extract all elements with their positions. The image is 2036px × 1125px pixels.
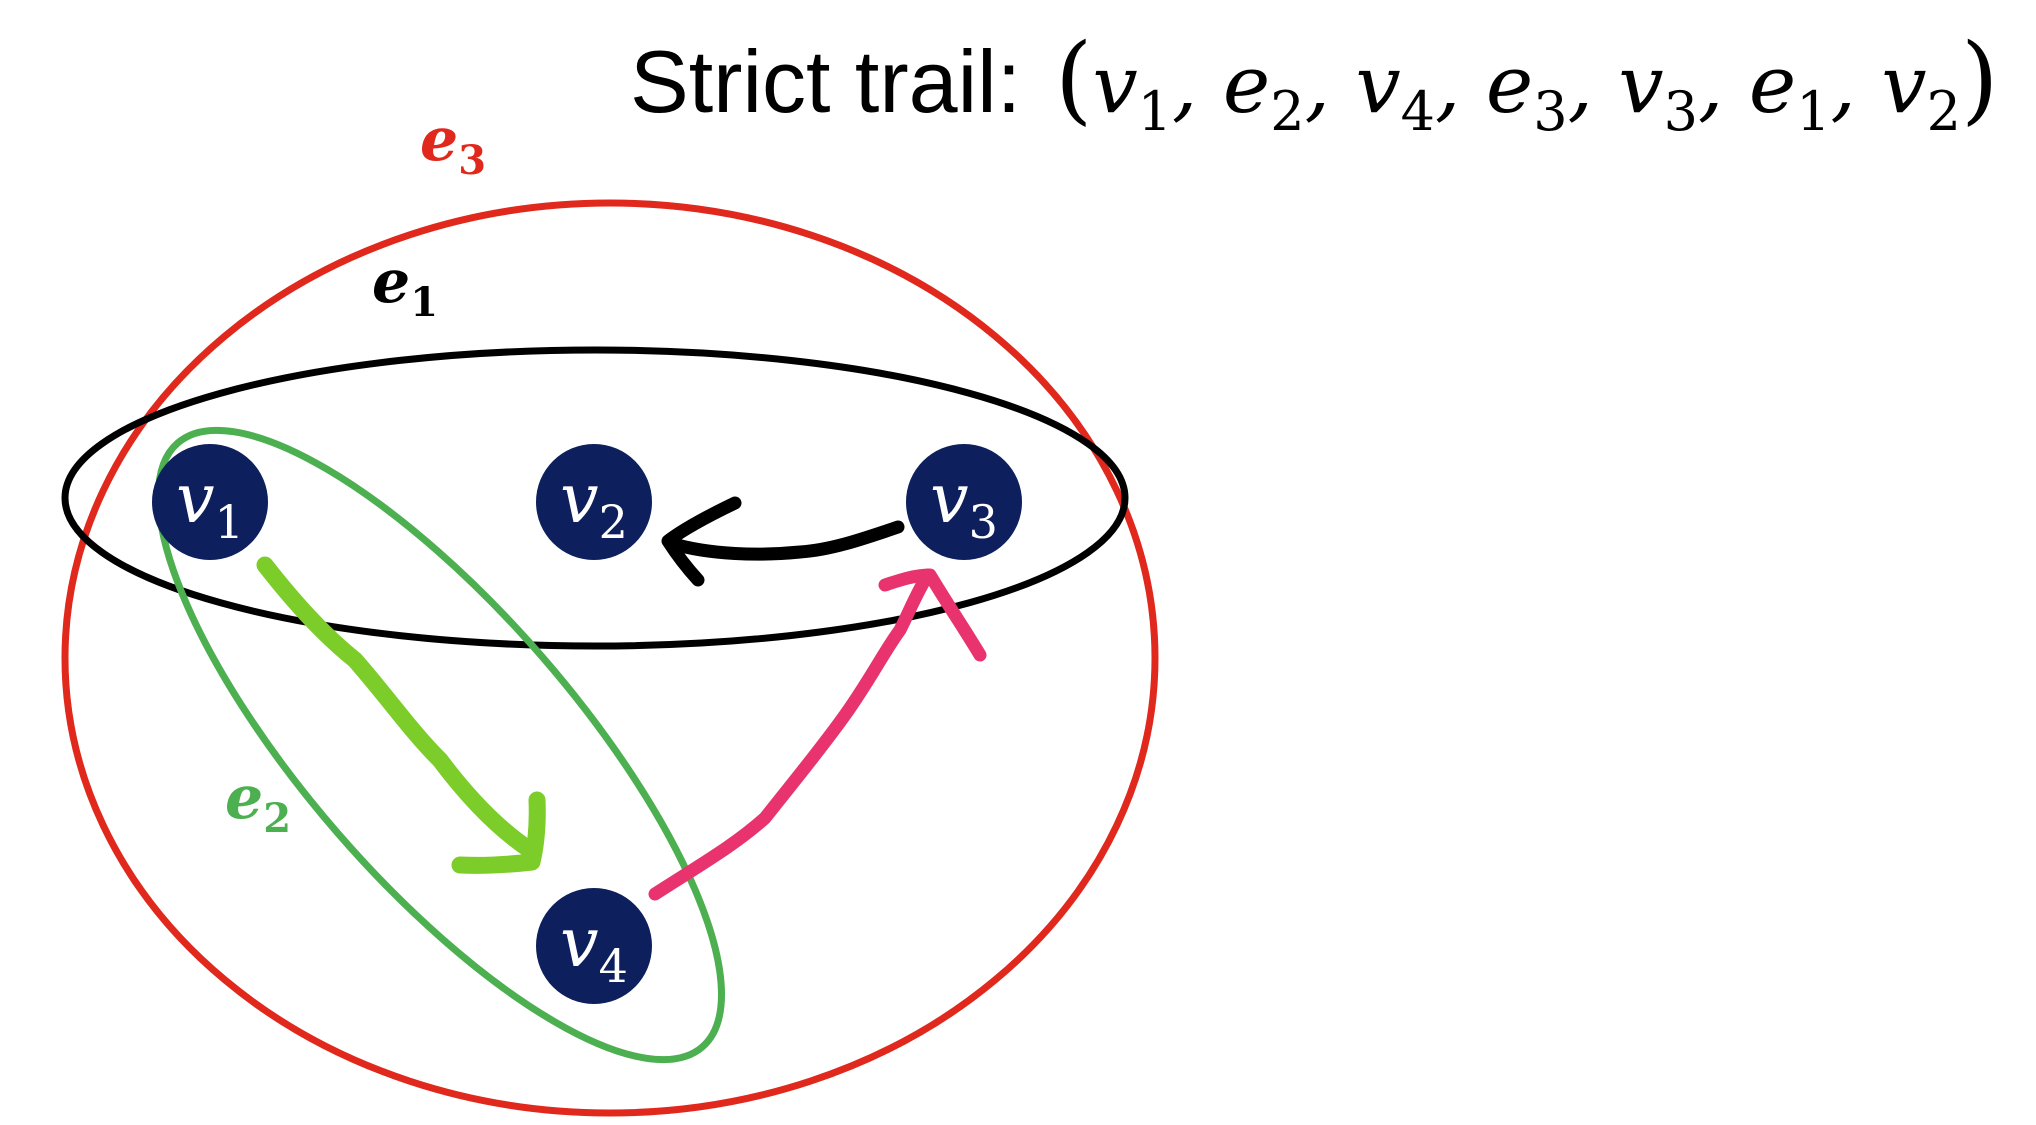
title-close-paren: ) xyxy=(1961,23,1998,135)
title-sequence-item-1-base: v xyxy=(1092,38,1137,131)
hyperedge-e3-outline xyxy=(61,199,1159,1117)
title-sequence: (v1​, e2​, v4​, e3​, v3​, e1​, v2​) xyxy=(1055,23,1998,143)
title-sequence-item-5-base: v xyxy=(1618,38,1663,131)
title-open-paren: ( xyxy=(1055,23,1092,135)
vertex-v4-label: v4​ xyxy=(560,904,628,993)
vertex-v2: v2​ xyxy=(536,444,652,560)
title: Strict trail: (v1​, e2​, v4​, e3​, v3​, … xyxy=(630,23,1998,143)
arrow-v3-to-v2 xyxy=(661,496,905,587)
hyperedge-e3-label: e3​ xyxy=(420,105,486,184)
vertex-v3-label: v3​ xyxy=(930,460,998,549)
hyperedge-e2-label-base: e xyxy=(225,763,263,833)
hyperedge-e3-label-base: e xyxy=(420,105,458,175)
vertex-v1: v1​ xyxy=(152,444,268,560)
title-sequence-item-3-sub: 4 xyxy=(1401,80,1435,143)
vertex-v4-label-sub: 4 xyxy=(599,939,628,993)
hyperedge-e1-label-base: e xyxy=(372,247,410,317)
title-sequence-item-4-base: e xyxy=(1486,38,1533,131)
vertex-v2-label: v2​ xyxy=(560,460,628,549)
arrow-v4-to-v3-head xyxy=(878,568,987,662)
vertex-v1-label-base: v xyxy=(176,460,214,539)
title-sequence-item-2-separator: , xyxy=(1305,38,1356,131)
hyperedge-e2-label: e2​ xyxy=(225,763,291,842)
title-sequence-item-6-separator: , xyxy=(1831,38,1882,131)
title-sequence-item-6-base: e xyxy=(1749,38,1796,131)
title-sequence-item-7-base: v xyxy=(1881,38,1926,131)
title-sequence-item-3-separator: , xyxy=(1435,38,1486,131)
title-sequence-item-2-sub: 2 xyxy=(1270,80,1304,143)
hyperedge-e2-label-sub: 2 xyxy=(263,795,291,842)
title-sequence-item-3-base: v xyxy=(1355,38,1400,131)
hyperedge-e1-label-sub: 1 xyxy=(410,279,438,326)
vertex-v2-label-base: v xyxy=(560,460,598,539)
vertex-v1-node xyxy=(152,444,268,560)
title-sequence-item-4-separator: , xyxy=(1568,38,1619,131)
hyperedge-e1-label: e1​ xyxy=(372,247,438,326)
vertex-v1-label-sub: 1 xyxy=(215,495,244,549)
title-sequence-item-1-separator: , xyxy=(1172,38,1223,131)
hyperedge-e1-outline xyxy=(61,346,1129,650)
hyperedge-e2-outline xyxy=(154,426,726,1064)
vertex-v1-label: v1​ xyxy=(176,460,244,549)
title-sequence-item-2-base: e xyxy=(1223,38,1270,131)
vertex-v4-node xyxy=(536,888,652,1004)
arrow-v1-to-v4-head xyxy=(451,791,546,874)
vertex-v2-node xyxy=(536,444,652,560)
title-sequence-item-4-sub: 3 xyxy=(1533,80,1567,143)
arrow-v3-to-v2-shaft xyxy=(663,520,905,561)
title-sequence-item-5-separator: , xyxy=(1698,38,1749,131)
title-sequence-item-7-sub: 2 xyxy=(1927,80,1961,143)
vertex-v2-label-sub: 2 xyxy=(599,495,628,549)
title-sequence-item-5-sub: 3 xyxy=(1664,80,1698,143)
vertex-v4: v4​ xyxy=(536,888,652,1004)
arrow-v3-to-v2-head xyxy=(661,496,742,587)
vertex-v3-label-base: v xyxy=(930,460,968,539)
title-label: Strict trail: xyxy=(630,32,1021,131)
title-sequence-item-6-sub: 1 xyxy=(1796,80,1830,143)
arrow-v1-to-v4-shaft xyxy=(256,556,539,859)
arrow-v1-to-v4 xyxy=(256,556,546,874)
vertex-v3-node xyxy=(906,444,1022,560)
hyperedge-e3-label-sub: 3 xyxy=(458,137,486,184)
arrow-v4-to-v3 xyxy=(648,568,987,901)
title-sequence-item-1-sub: 1 xyxy=(1138,80,1172,143)
arrow-v4-to-v3-shaft xyxy=(648,568,935,901)
vertex-v3: v3​ xyxy=(906,444,1022,560)
vertex-v4-label-base: v xyxy=(560,904,598,983)
vertex-v3-label-sub: 3 xyxy=(969,495,998,549)
